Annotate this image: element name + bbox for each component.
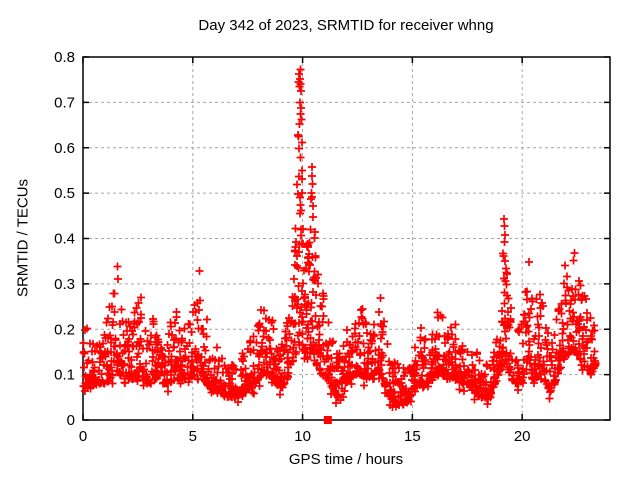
scatter-points [79, 65, 600, 411]
y-tick-label: 0.2 [54, 321, 75, 338]
flag-square-marker [323, 416, 332, 424]
scatter-series [79, 65, 600, 424]
x-tick-label: 15 [404, 428, 421, 445]
x-axis-label: GPS time / hours [289, 451, 403, 468]
y-tick-label: 0 [67, 412, 75, 429]
y-tick-label: 0.1 [54, 367, 75, 384]
x-tick-label: 10 [294, 428, 311, 445]
x-tick-label: 5 [189, 428, 197, 445]
y-tick-label: 0.7 [54, 94, 75, 111]
x-tick-label: 0 [79, 428, 87, 445]
y-tick-label: 0.3 [54, 276, 75, 293]
axes-and-ticks [82, 56, 611, 421]
y-tick-label: 0.5 [54, 185, 75, 202]
tick-labels: 0 5 10 15 20 0 0.1 0.2 0.3 0.4 0.5 0.6 0.7 0.8 [54, 49, 530, 445]
y-tick-label: 0.8 [54, 49, 75, 66]
y-tick-label: 0.6 [54, 140, 75, 157]
x-tick-label: 20 [514, 428, 531, 445]
y-axis-label: SRMTID / TECUs [14, 179, 31, 297]
chart-title: Day 342 of 2023, SRMTID for receiver whn… [198, 17, 493, 34]
y-tick-label: 0.4 [54, 231, 75, 248]
